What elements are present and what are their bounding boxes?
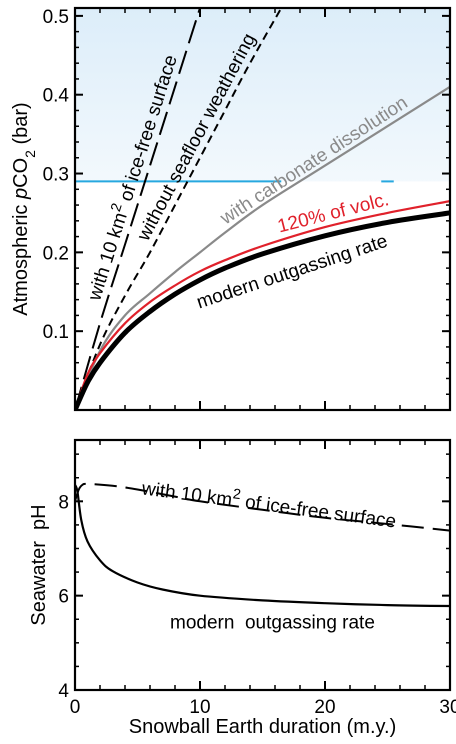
top-series-line-4 [75,210,450,410]
x-tick-label: 20 [314,697,335,718]
bottom-panel: 4 6 8 0 10 20 30 Seawater pH Snowball Earth du… [28,438,456,738]
bottom-annotations: with 10 km2 of ice-free surface modern ou… [140,474,398,633]
top-series-line-1 [75,8,283,410]
y-tick-label: 6 [58,587,69,608]
y-tick-label: 0.1 [43,322,69,343]
bottom-y-axis-title: Seawater pH [28,504,50,625]
y-tick-label: 0.2 [43,243,69,264]
x-tick-label: 10 [189,697,210,718]
top-shaded-region [75,8,450,182]
bottom-tick-labels: 4 6 8 0 10 20 30 [58,492,456,718]
bottom-series-group [73,482,451,608]
bottom-series-line-0 [74,482,451,532]
top-series-label-3: 120% of volc. [275,189,391,237]
top-tick-labels: 0.1 0.2 0.3 0.4 0.5 [43,7,70,343]
top-series-line-0 [75,8,201,410]
top-plot-frame [73,6,452,412]
y-tick-label: 8 [58,492,69,513]
bottom-ticks [74,440,451,691]
y-tick-label: 4 [58,681,69,702]
top-y-axis-title: Atmospheric pCO2 (bar) [10,102,38,315]
top-series-group [75,8,450,410]
y-tick-label: 0.5 [43,7,69,28]
top-series-line-2 [75,85,450,410]
top-panel: 0.10.20.30.40.5 Atmospheric pCO2 (bar) w… [10,6,452,412]
top-ticks [74,8,451,411]
bottom-series-label-1: modern outgassing rate [170,612,375,633]
bottom-series-label-0: with 10 km2 of ice-free surface [140,474,398,532]
top-series-line-3 [75,200,450,410]
y-tick-label: 0.3 [43,165,69,186]
x-tick-label: 30 [439,697,456,718]
bottom-plot-frame [73,438,452,692]
x-axis-title: Snowball Earth duration (m.y.) [129,716,397,738]
x-tick-label: 0 [70,697,81,718]
y-tick-label: 0.4 [43,86,70,107]
bottom-series-line-1 [73,484,451,608]
